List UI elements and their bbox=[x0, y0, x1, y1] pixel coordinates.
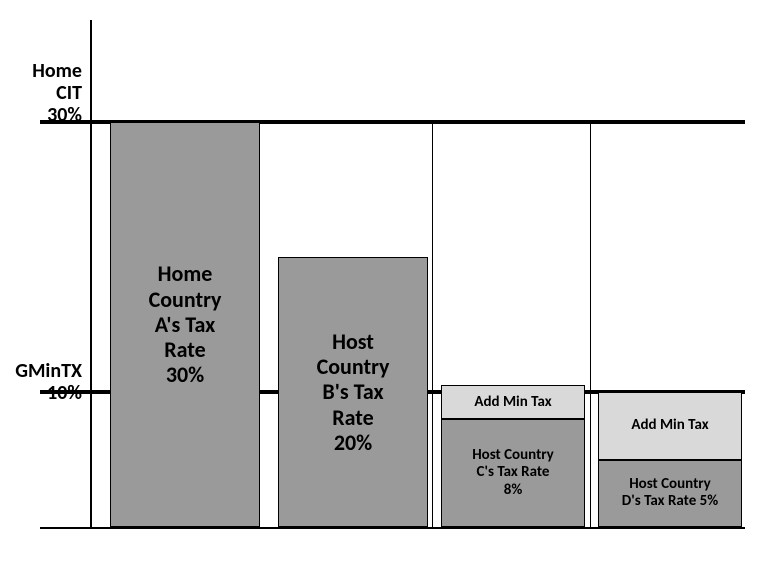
ref-label-gmin: GMinTX 10% bbox=[0, 360, 82, 404]
col-sep-2 bbox=[590, 122, 591, 527]
bar-C-addmin-label: Add Min Tax bbox=[468, 394, 557, 411]
ref-label-gmin-line1: GMinTX bbox=[0, 360, 82, 382]
bar-D-main-label: Host Country D's Tax Rate 5% bbox=[616, 476, 724, 511]
bar-C-main: Host Country C's Tax Rate 8% bbox=[441, 419, 585, 527]
ref-label-gmin-value: 10% bbox=[0, 382, 82, 404]
ref-label-home-cit-line2: CIT bbox=[0, 82, 82, 104]
bar-D-addmin: Add Min Tax bbox=[598, 392, 742, 460]
col-sep-1 bbox=[432, 122, 433, 527]
x-axis-line bbox=[40, 527, 745, 529]
ref-label-home-cit-line1: Home bbox=[0, 60, 82, 82]
bar-C-addmin: Add Min Tax bbox=[441, 385, 585, 419]
tax-rate-chart: Home CIT 30% GMinTX 10% Home Country A's… bbox=[0, 0, 768, 567]
bar-B-main-label: Host Country B's Tax Rate 20% bbox=[311, 329, 396, 455]
ref-label-home-cit-value: 30% bbox=[0, 104, 82, 126]
bar-A-main: Home Country A's Tax Rate 30% bbox=[110, 122, 260, 527]
bar-C-main-label: Host Country C's Tax Rate 8% bbox=[466, 447, 560, 499]
bar-D-main: Host Country D's Tax Rate 5% bbox=[598, 460, 742, 528]
ref-label-home-cit: Home CIT 30% bbox=[0, 60, 82, 126]
bar-D-addmin-label: Add Min Tax bbox=[625, 417, 714, 434]
bar-A-main-label: Home Country A's Tax Rate 30% bbox=[143, 261, 228, 387]
bar-B-main: Host Country B's Tax Rate 20% bbox=[278, 257, 428, 527]
y-axis-line bbox=[90, 20, 92, 527]
